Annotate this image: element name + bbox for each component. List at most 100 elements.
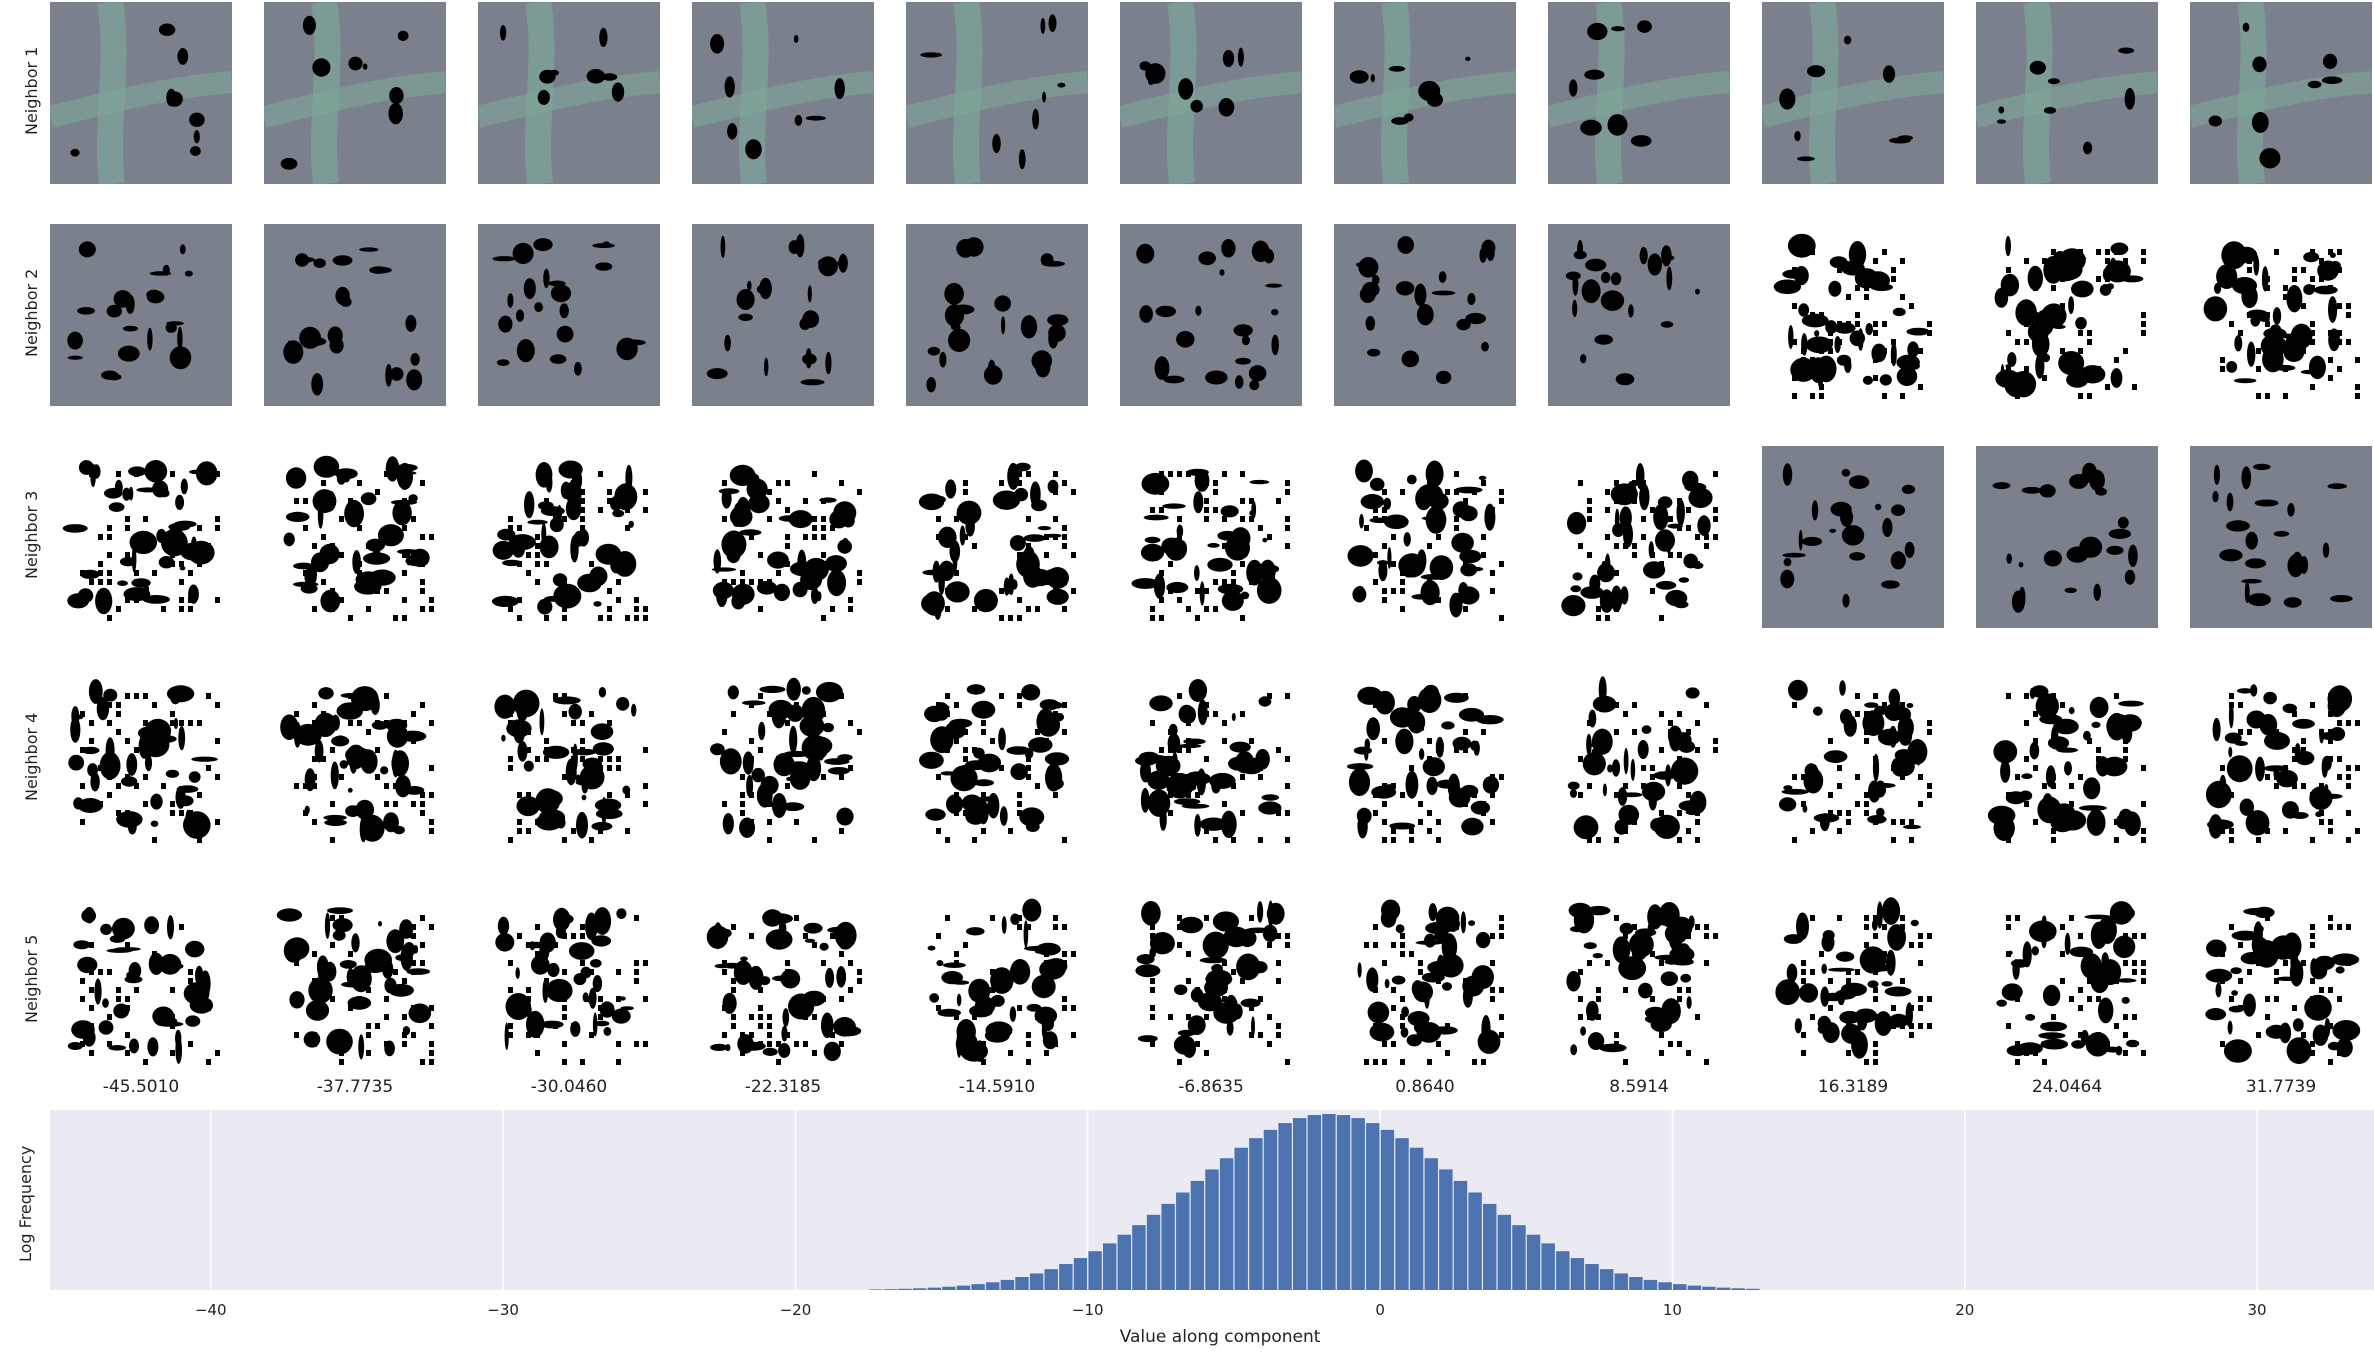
neighbor-tile — [692, 224, 874, 406]
column-value-label: -37.7735 — [316, 1077, 394, 1097]
neighbor-tile — [1120, 668, 1302, 850]
histogram-bar — [1059, 1264, 1073, 1290]
histogram-bar — [1731, 1288, 1745, 1290]
neighbor-tile — [2190, 668, 2372, 850]
neighbor-tile — [1334, 668, 1516, 850]
histogram-bar — [1599, 1269, 1614, 1290]
histogram-bar — [1117, 1234, 1132, 1290]
histogram-bar — [1643, 1279, 1658, 1290]
histogram-bar — [1351, 1118, 1365, 1290]
histogram-bar — [1278, 1123, 1292, 1290]
x-tick-label: −30 — [487, 1301, 519, 1319]
neighbor-tile — [50, 446, 232, 628]
histogram-bar — [883, 1289, 898, 1290]
histogram-bar — [1322, 1114, 1336, 1290]
neighbor-tile — [1120, 2, 1302, 184]
histogram-bar — [1102, 1243, 1117, 1290]
neighbor-tile — [1976, 2, 2158, 184]
row-label: Neighbor 5 — [22, 934, 41, 1023]
histogram-bar — [1015, 1277, 1029, 1290]
histogram-bar — [1453, 1180, 1468, 1290]
histogram-bar — [986, 1282, 1000, 1290]
neighbor-tile — [692, 890, 874, 1072]
column-value-label: -30.0460 — [530, 1077, 608, 1097]
histogram-bar — [1629, 1277, 1643, 1290]
x-tick-label: 10 — [1663, 1301, 1682, 1319]
histogram-bar — [1176, 1192, 1190, 1290]
histogram-bar — [1190, 1180, 1205, 1290]
neighbor-tile — [2190, 224, 2372, 406]
histogram-bar — [1556, 1251, 1570, 1290]
histogram-bar — [1541, 1243, 1555, 1290]
histogram-bar — [1702, 1286, 1716, 1290]
neighbor-tile — [1120, 890, 1302, 1072]
neighbor-tile — [692, 668, 874, 850]
histogram-bar — [1234, 1147, 1248, 1290]
histogram-bar — [1366, 1123, 1380, 1290]
histogram-bar — [1570, 1258, 1585, 1290]
neighbor-tile — [692, 2, 874, 184]
neighbor-tile — [1548, 890, 1730, 1072]
neighbor-tile — [906, 446, 1088, 628]
x-tick-label: −10 — [1072, 1301, 1104, 1319]
neighbor-tile — [1548, 668, 1730, 850]
column-value-label: 16.3189 — [1817, 1077, 1889, 1097]
histogram-bar — [1146, 1214, 1161, 1290]
x-tick-label: −40 — [195, 1301, 227, 1319]
neighbor-tile — [478, 224, 660, 406]
histogram-bar — [1687, 1285, 1702, 1290]
histogram-bar — [927, 1287, 941, 1290]
histogram-bar — [1205, 1169, 1219, 1290]
histogram-bar — [1483, 1203, 1497, 1290]
histogram-bar — [1380, 1129, 1395, 1290]
histogram-bar — [1336, 1115, 1351, 1290]
neighbor-tile — [1762, 446, 1944, 628]
histogram-bar — [1044, 1269, 1058, 1290]
row-label: Neighbor 1 — [22, 46, 41, 135]
column-value-label: -45.5010 — [102, 1077, 180, 1097]
histogram-bar — [898, 1288, 912, 1290]
histogram-bar — [1161, 1203, 1175, 1290]
neighbor-tile — [2190, 2, 2372, 184]
histogram-bar — [971, 1284, 985, 1290]
column-value-label: -22.3185 — [744, 1077, 822, 1097]
column-value-label: -14.5910 — [958, 1077, 1036, 1097]
histogram-bar — [1219, 1158, 1234, 1290]
neighbor-tile — [478, 2, 660, 184]
neighbor-tile — [264, 446, 446, 628]
histogram-bar — [1292, 1118, 1307, 1290]
row-label: Neighbor 3 — [22, 490, 41, 579]
neighbor-tile — [1334, 446, 1516, 628]
histogram-bar — [912, 1288, 927, 1290]
x-tick-label: 0 — [1375, 1301, 1385, 1319]
column-value-label: 24.0464 — [2031, 1077, 2103, 1097]
neighbor-tile — [1976, 890, 2158, 1072]
histogram-bar — [1658, 1282, 1672, 1290]
neighbor-tile — [692, 446, 874, 628]
neighbor-tile — [1334, 2, 1516, 184]
neighbor-tile — [478, 668, 660, 850]
neighbor-tile — [1762, 2, 1944, 184]
x-tick-label: 30 — [2248, 1301, 2267, 1319]
neighbor-tile — [2190, 890, 2372, 1072]
histogram-bar — [942, 1286, 956, 1290]
neighbor-tile — [264, 890, 446, 1072]
neighbor-tile — [264, 668, 446, 850]
column-value-label: 8.5914 — [1609, 1077, 1669, 1097]
histogram-bar — [1512, 1225, 1526, 1290]
histogram-bar — [1395, 1138, 1409, 1290]
histogram-bar — [1000, 1279, 1015, 1290]
histogram-bar — [1029, 1273, 1044, 1290]
histogram-bar — [1746, 1288, 1760, 1290]
x-tick-label: −20 — [780, 1301, 812, 1319]
histogram-bar — [869, 1289, 883, 1290]
neighbor-tile — [1548, 224, 1730, 406]
column-value-label: -6.8635 — [1178, 1077, 1244, 1097]
histogram-bar — [956, 1285, 971, 1290]
histogram-bar — [1409, 1147, 1424, 1290]
histogram-bar — [1716, 1287, 1731, 1290]
histogram: −40 −30 −20 −10 0 10 20 30 Value along component — [50, 1110, 2374, 1347]
neighbor-tile — [478, 446, 660, 628]
histogram-bar — [1468, 1192, 1482, 1290]
